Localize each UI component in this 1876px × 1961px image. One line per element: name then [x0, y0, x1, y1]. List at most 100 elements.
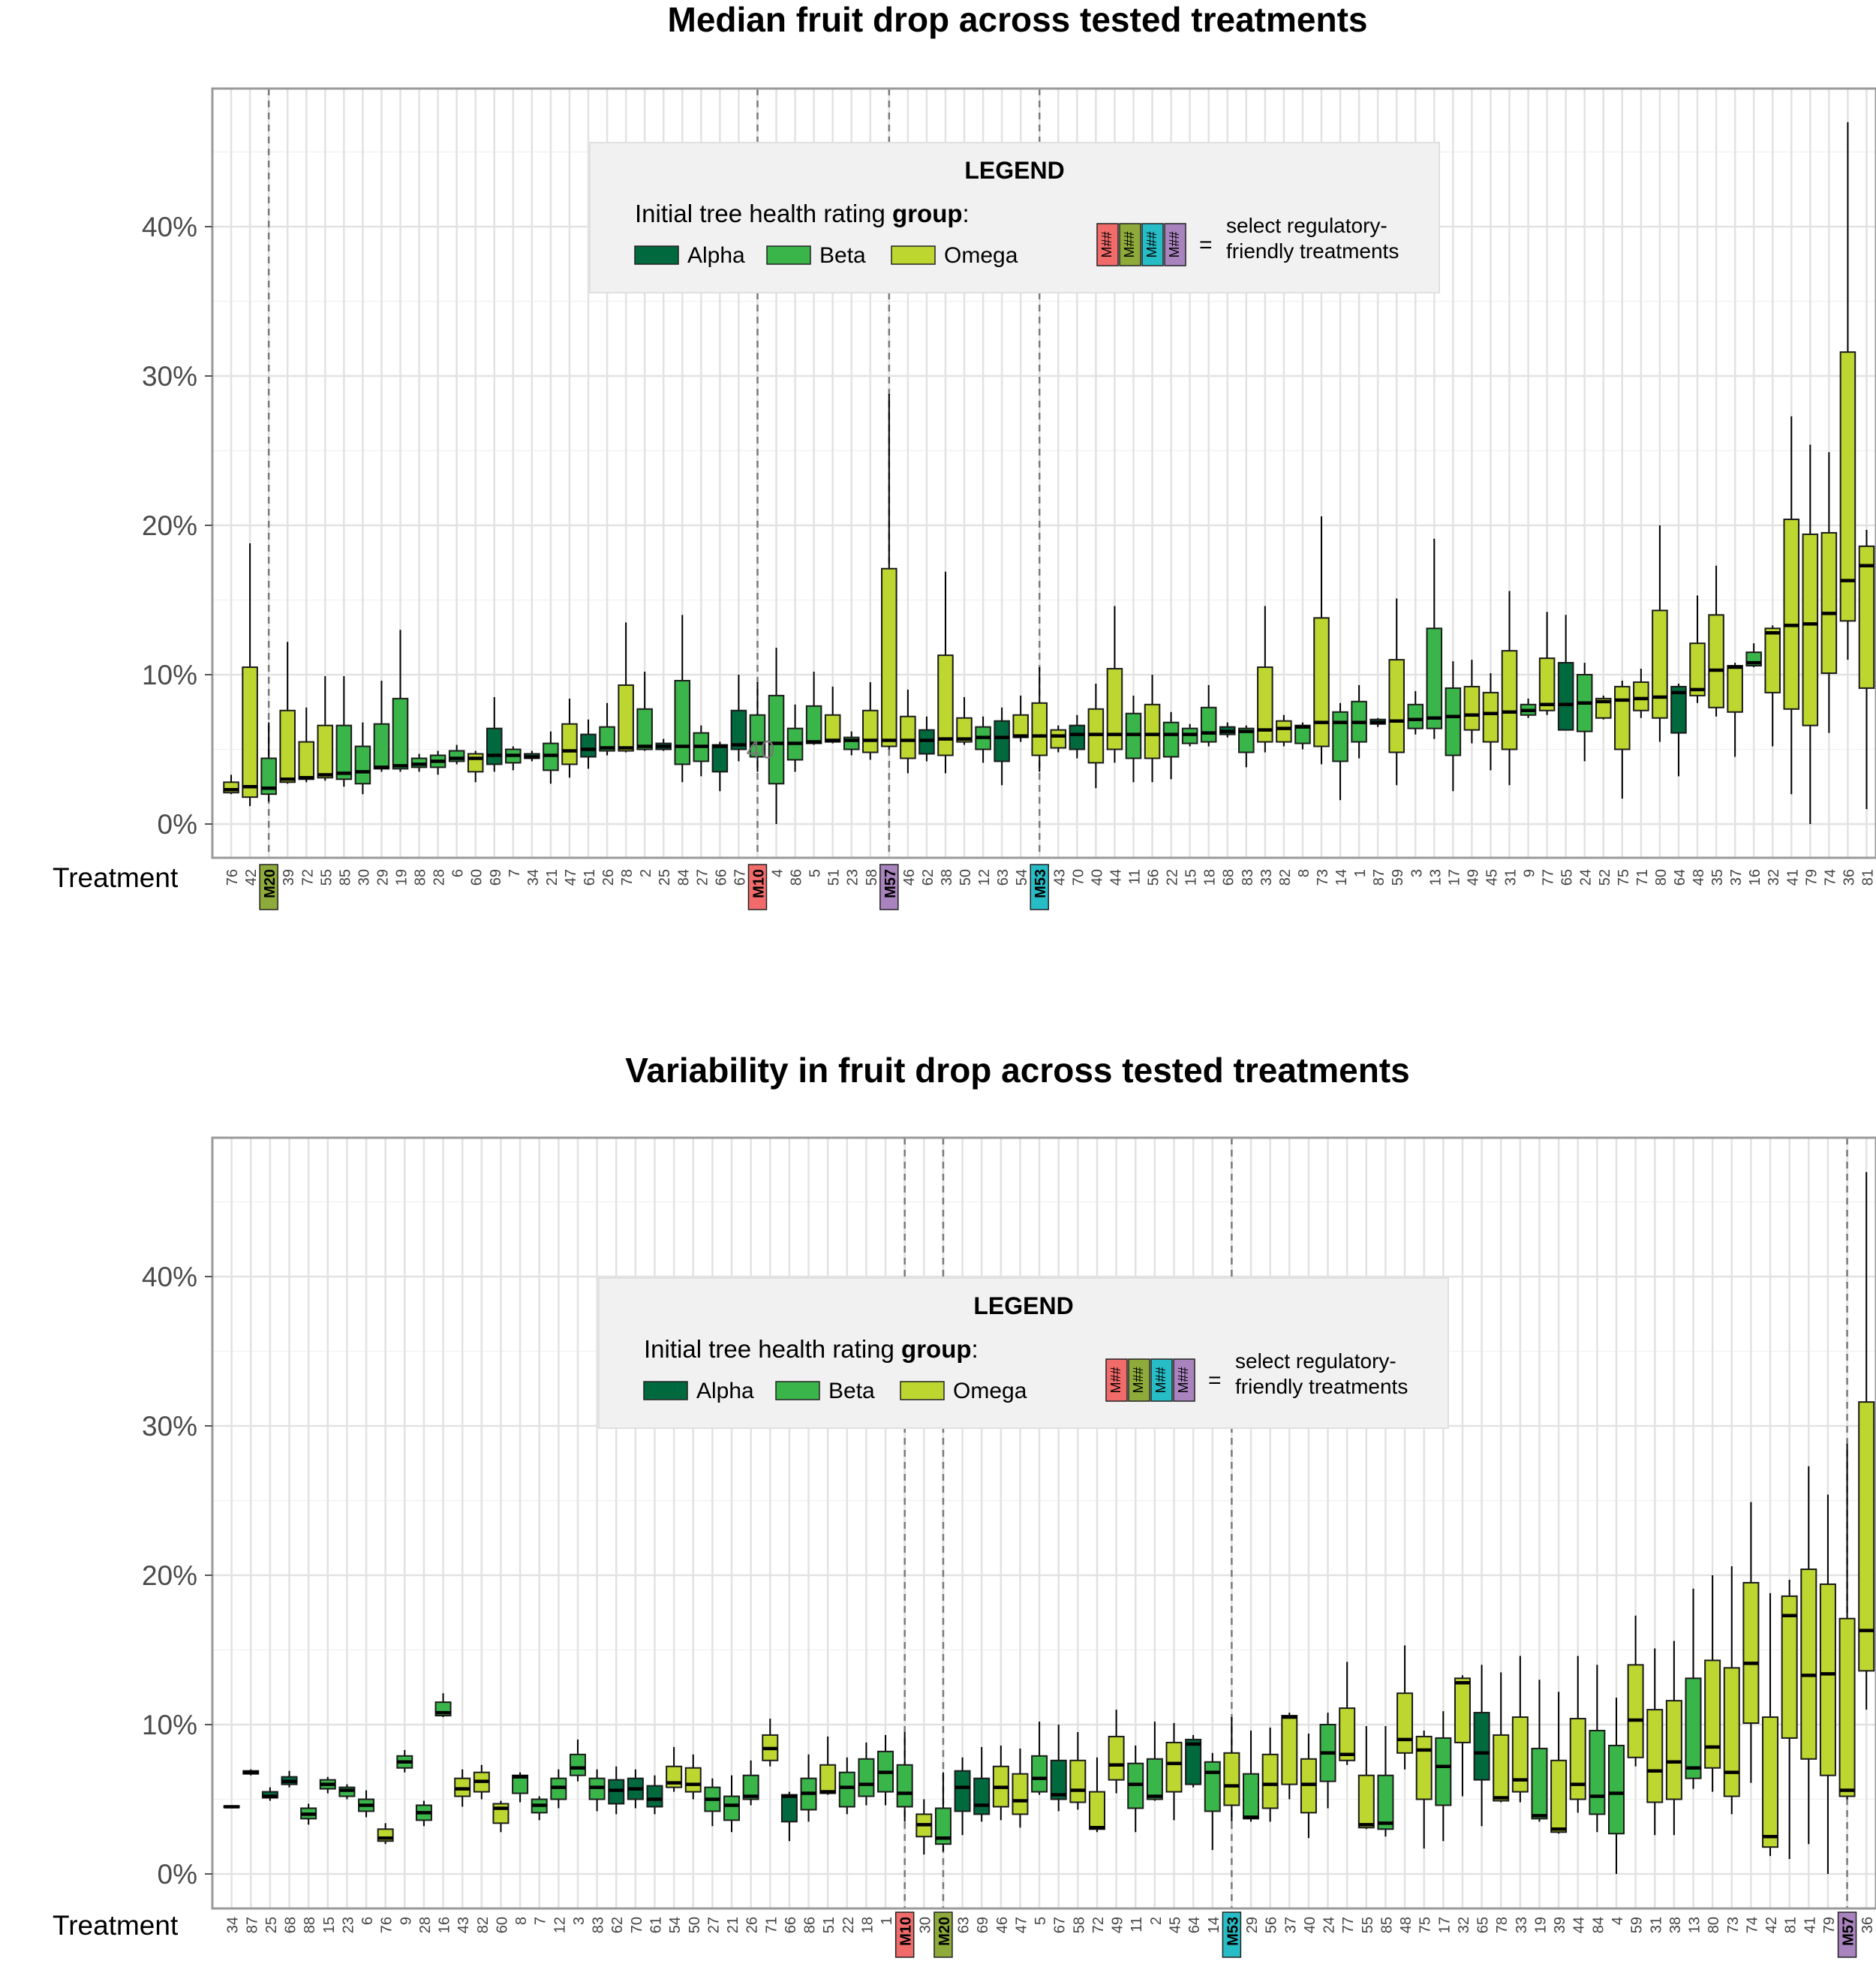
x-tick-label: 8: [513, 1917, 530, 1925]
box-21: [723, 1775, 741, 1833]
x-tick-label: 65: [1559, 869, 1576, 886]
box-83: [588, 1769, 606, 1812]
box-body: [618, 684, 634, 752]
x-tick-label: 41: [1784, 869, 1801, 886]
chart-panel-1: Median fruit drop across tested treatmen…: [53, 0, 1876, 910]
box-36: [1858, 1171, 1875, 1710]
legend-badge-desc-2: friendly treatments: [1235, 1375, 1408, 1398]
box-84: [1589, 1665, 1606, 1833]
x-tick-label: 73: [1725, 1917, 1742, 1933]
box-body: [1435, 1737, 1452, 1806]
x-tick-label: 85: [337, 869, 353, 886]
box-13: [1426, 538, 1443, 739]
x-tick-label: 72: [1090, 1917, 1107, 1933]
box-73: [1723, 1566, 1740, 1815]
legend-badge: [1150, 1358, 1173, 1402]
x-tick-label: 40: [1302, 1917, 1318, 1933]
x-tick-label: 3: [1409, 869, 1425, 877]
x-tick-label: 38: [939, 869, 955, 886]
x-tick-label: 76: [224, 869, 241, 886]
x-tick-label: 5: [807, 869, 824, 877]
x-tick-label: 87: [244, 1917, 260, 1933]
box-17: [1445, 661, 1462, 792]
legend-badge-text: M##: [1167, 231, 1182, 257]
x-tick-label: 21: [725, 1917, 741, 1933]
box-63: [954, 1757, 971, 1836]
box-body: [1396, 1692, 1414, 1754]
box-4: [1607, 1698, 1625, 1874]
x-tick-badge: [1030, 864, 1049, 910]
box-78: [1493, 1672, 1510, 1803]
x-tick-label: 37: [1282, 1917, 1299, 1933]
box-body: [1820, 531, 1838, 675]
x-tick-label: 29: [374, 869, 391, 886]
legend: LEGEND Initial tree health rating group: A…: [598, 1277, 1449, 1429]
box-body: [242, 666, 258, 799]
box-76: [223, 774, 239, 795]
x-tick-label: 16: [1747, 869, 1763, 886]
x-tick-label: 35: [1709, 869, 1726, 886]
x-tick-badge: [894, 1911, 915, 1958]
box-18: [1200, 684, 1217, 747]
x-tick-label: 33: [1258, 869, 1275, 886]
x-tick-label: 11: [1129, 1917, 1145, 1932]
box-body: [1200, 706, 1217, 743]
box-body: [742, 1774, 759, 1800]
box-79: [1819, 1494, 1836, 1874]
box-29: [1243, 1730, 1260, 1822]
legend-badge-text: M##: [1131, 1367, 1146, 1393]
x-tick-label: 17: [1436, 1917, 1453, 1933]
legend-group-label-prefix: Initial tree health rating: [635, 200, 892, 227]
box-88: [300, 1803, 317, 1825]
x-tick-label: 79: [1821, 1917, 1838, 1933]
box-body: [1031, 1755, 1048, 1793]
x-tick-label: 51: [821, 1917, 837, 1933]
x-tick-label: 76: [379, 1917, 395, 1933]
box-72: [298, 707, 315, 783]
box-body: [824, 714, 841, 743]
box-60: [492, 1800, 510, 1833]
x-tick-label: 32: [1766, 869, 1782, 886]
x-tick-label: 36: [1859, 1917, 1876, 1933]
box-22: [838, 1757, 855, 1815]
box-M53: [1223, 1717, 1240, 1822]
x-tick-label: 34: [525, 869, 542, 886]
box-59: [1388, 598, 1405, 786]
legend-key-beta: [775, 1381, 820, 1400]
x-tick-label: 58: [1071, 1917, 1087, 1933]
x-tick-label: 82: [475, 1917, 492, 1933]
box-73: [1313, 516, 1330, 765]
box-body: [1144, 703, 1161, 759]
box-body: [862, 709, 879, 753]
box-31: [1501, 591, 1518, 786]
box-body: [1670, 685, 1687, 734]
box-4: [768, 648, 785, 824]
box-85: [335, 675, 353, 787]
box-body: [1050, 1759, 1067, 1800]
x-tick-label: 83: [591, 1917, 607, 1933]
box-1: [877, 1734, 894, 1806]
box-48: [1396, 1645, 1414, 1770]
box-18: [858, 1742, 875, 1806]
box-77: [1538, 612, 1556, 715]
x-tick-label: 59: [1390, 869, 1406, 886]
box-body: [1388, 659, 1405, 753]
x-tick-label: 55: [1360, 1917, 1376, 1933]
box-body: [1800, 1568, 1817, 1760]
x-axis-title: Treatment: [53, 862, 179, 893]
x-tick-label: 13: [1427, 869, 1444, 886]
box-69: [486, 696, 503, 772]
box-61: [646, 1775, 663, 1815]
box-2: [1146, 1722, 1163, 1801]
box-body: [896, 1764, 913, 1808]
x-tick-label: 24: [1578, 869, 1595, 886]
legend-badge-text: M##: [1122, 231, 1137, 257]
box-33: [1511, 1656, 1529, 1803]
box-body: [373, 723, 390, 770]
legend-badge-text: M##: [1144, 231, 1159, 257]
x-tick-label: 28: [431, 869, 448, 886]
box-32: [1454, 1675, 1471, 1797]
box-24: [1319, 1713, 1336, 1809]
box-17: [1435, 1711, 1452, 1842]
